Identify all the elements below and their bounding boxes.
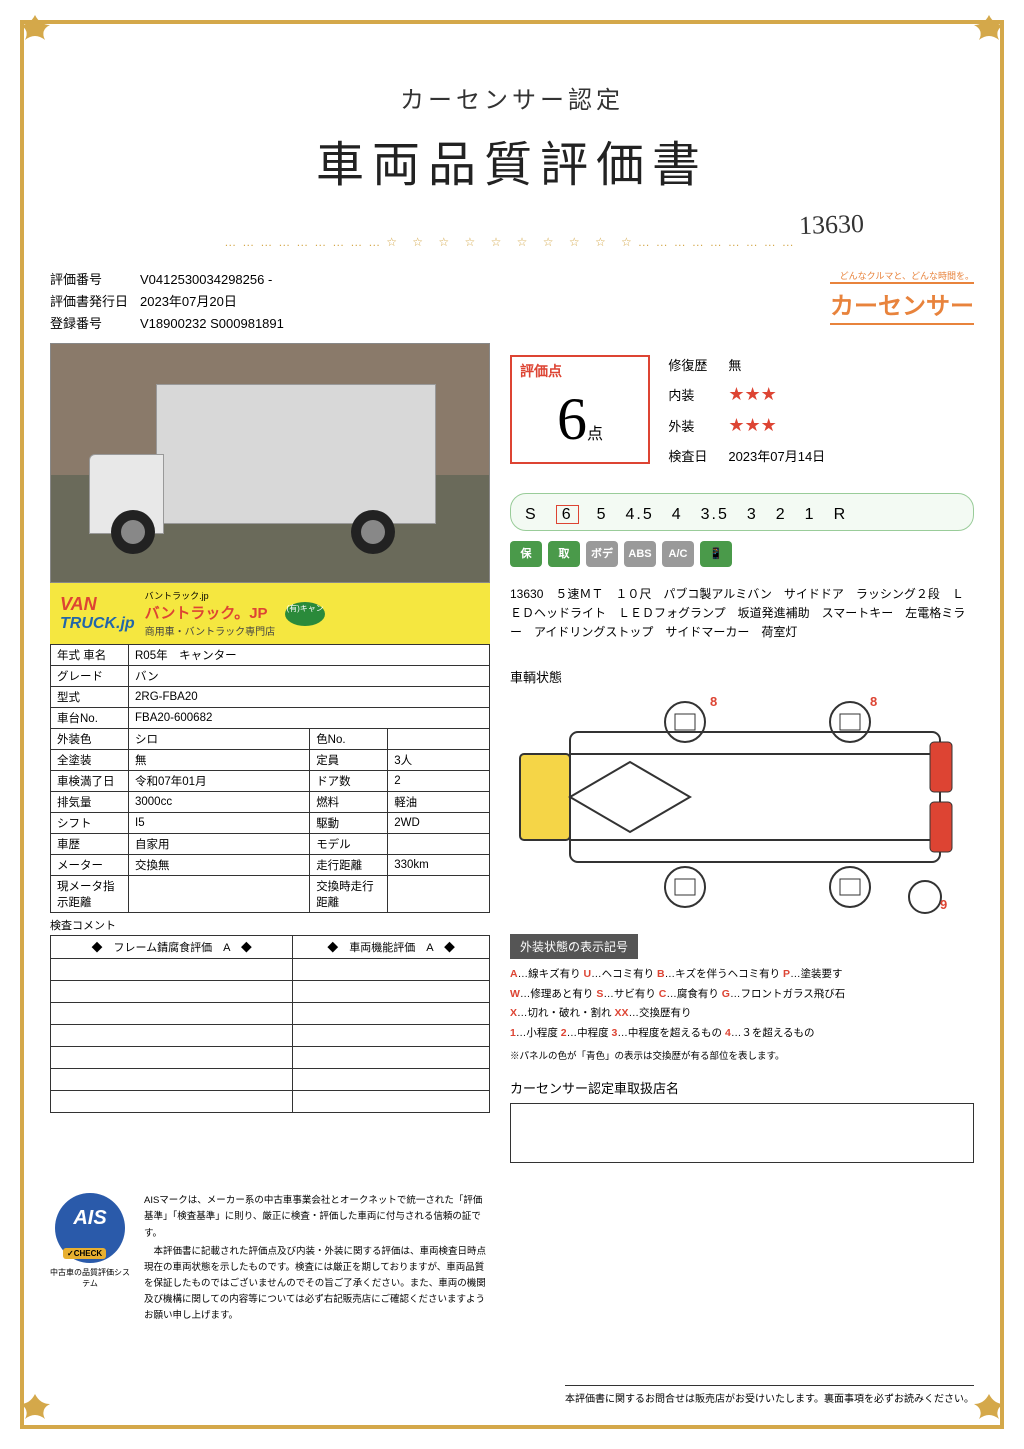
score-value: 6: [557, 386, 587, 452]
inspect-date: 2023年07月14日: [728, 449, 825, 464]
comment-table: ◆ フレーム錆腐食評価 A ◆◆ 車両機能評価 A ◆: [50, 935, 490, 1113]
banner-sub: 商用車・バントラック専門店: [145, 623, 276, 638]
exterior-label: 外装: [668, 416, 728, 435]
footer-note: 本評価書に関するお問合せは販売店がお受けいたします。裏面事項を必ずお読みください…: [565, 1385, 974, 1405]
brand-tagline: どんなクルマと、どんな時間を。: [510, 269, 974, 282]
vehicle-description: 13630 ５速ＭＴ １０尺 パブコ製アルミバン サイドドア ラッシング２段 Ｌ…: [510, 585, 974, 643]
interior-label: 内装: [668, 385, 728, 404]
exterior-stars: ★★★: [728, 419, 776, 434]
score-details: 修復歴無 内装★★★ 外装★★★ 検査日2023年07月14日: [668, 355, 825, 475]
corner-ornament: [964, 10, 1014, 60]
document-subtitle: カーセンサー認定: [30, 80, 994, 115]
spec-table: 年式 車名R05年 キャンターグレードバン型式2RG-FBA20車台No.FBA…: [50, 644, 490, 913]
ais-sub: 中古車の品質評価システム: [50, 1267, 130, 1289]
vehicle-photo: [50, 343, 490, 583]
eval-no-label: 評価番号: [50, 269, 140, 291]
corner-ornament: [10, 1389, 60, 1439]
legend-lines: A…線キズ有り U…ヘコミ有り B…キズを伴うヘコミ有り P…塗装要すW…修理あ…: [510, 965, 974, 1045]
frame-eval: ◆ フレーム錆腐食評価 A ◆: [51, 936, 293, 959]
ais-name: AIS: [55, 1193, 125, 1230]
diagram-title: 車輌状態: [510, 667, 974, 686]
shop-name-box: [510, 1103, 974, 1163]
score-unit: 点: [587, 426, 603, 443]
ais-description: AISマークは、メーカー系の中古車事業会社とオークネットで統一された「評価基準」…: [144, 1193, 490, 1324]
ais-text1: AISマークは、メーカー系の中古車事業会社とオークネットで統一された「評価基準」…: [144, 1193, 490, 1241]
issue-date: 2023年07月20日: [140, 294, 237, 309]
score-label: 評価点: [512, 357, 648, 385]
shop-title: カーセンサー認定車取扱店名: [510, 1078, 974, 1097]
legend-note: ※パネルの色が「青色」の表示は交換歴が有る部位を表します。: [510, 1048, 974, 1062]
eval-no: V0412530034298256 -: [140, 272, 272, 287]
dealer-logo: VAN TRUCK.jp: [60, 594, 135, 633]
reg-no-label: 登録番号: [50, 313, 140, 335]
ais-text2: 本評価書に記載された評価点及び内装・外装に関する評価は、車両検査日時点現在の車両…: [144, 1244, 490, 1325]
certificate-info: 評価番号V0412530034298256 - 評価書発行日2023年07月20…: [50, 269, 490, 335]
repair-value: 無: [728, 358, 741, 373]
inspect-label: 検査日: [668, 446, 728, 465]
function-eval: ◆ 車両機能評価 A ◆: [293, 936, 490, 959]
issue-date-label: 評価書発行日: [50, 291, 140, 313]
feature-badges: 保取ボデABSA/C📱: [510, 541, 974, 567]
repair-label: 修復歴: [668, 355, 728, 374]
vehicle-diagram: 889: [510, 692, 970, 922]
legend-header: 外装状態の表示記号: [510, 934, 638, 959]
reg-no: V18900232 S000981891: [140, 316, 284, 331]
legend-box: 外装状態の表示記号 A…線キズ有り U…ヘコミ有り B…キズを伴うヘコミ有り P…: [510, 934, 974, 1063]
ais-check: ✓CHECK: [63, 1248, 106, 1259]
banner-main: バントラック。JP: [145, 602, 276, 623]
score-box: 評価点 6点: [510, 355, 650, 464]
dealer-banner: VAN TRUCK.jp バントラック.jp バントラック。JP 商用車・バント…: [50, 583, 490, 644]
ais-badge: AIS ✓CHECK 中古車の品質評価システム: [50, 1193, 130, 1324]
corner-ornament: [10, 10, 60, 60]
interior-stars: ★★★: [728, 388, 776, 403]
brand-logo: カーセンサー: [830, 282, 974, 325]
handwritten-number: 13630: [798, 209, 864, 241]
banner-badge: (有)キャン: [285, 602, 325, 626]
document-title: 車両品質評価書: [30, 125, 994, 195]
comment-header: 検査コメント: [50, 917, 490, 933]
banner-small: バントラック.jp: [145, 589, 276, 602]
rating-scale: S 6 5 4.5 4 3.5 3 2 1 R: [510, 493, 974, 531]
